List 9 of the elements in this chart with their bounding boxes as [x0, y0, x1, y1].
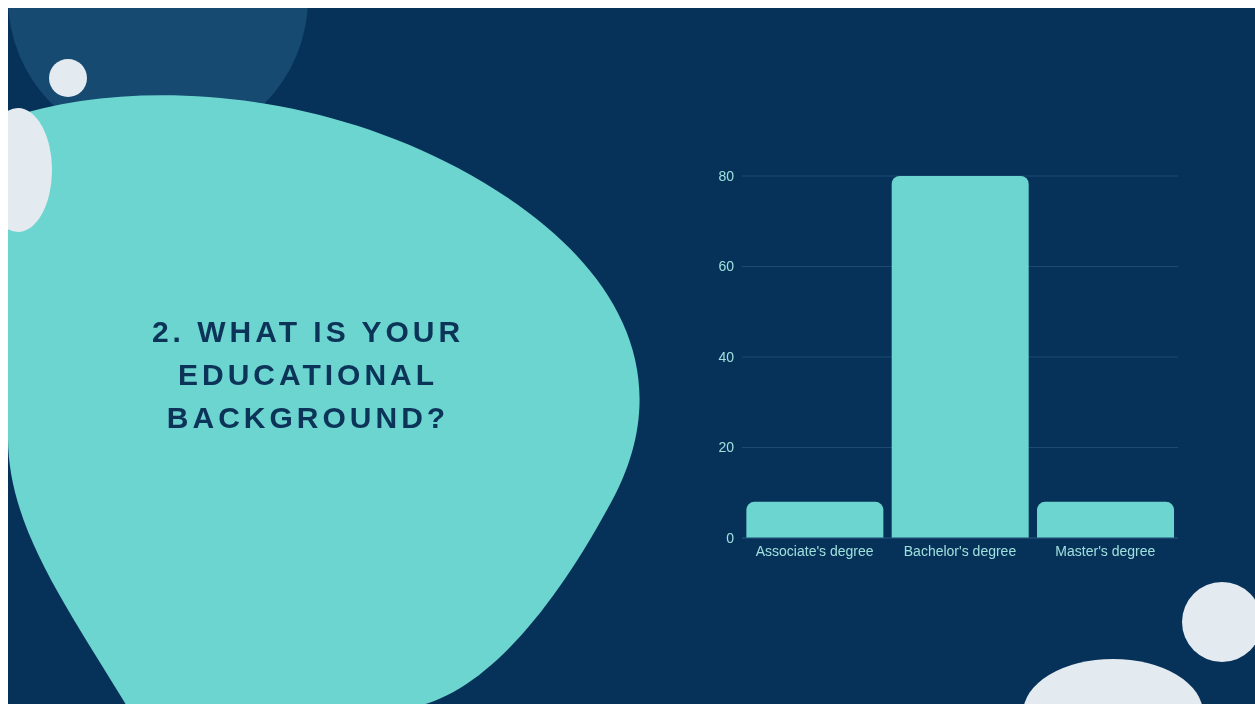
y-tick-label: 60	[718, 258, 735, 275]
y-tick-label: 20	[718, 439, 735, 456]
y-tick-label: 80	[718, 167, 735, 184]
text: 2. WHAT IS YOUR EDUCATIONAL BACKGROUND?	[150, 314, 466, 436]
y-tick-label: 40	[718, 348, 735, 365]
x-tick-label: Master's degree	[1055, 542, 1156, 559]
x-tick-label: Bachelor's degree	[903, 542, 1017, 559]
y-tick-label: 0	[726, 529, 735, 546]
x-tick-label: Associate's degree	[755, 542, 874, 559]
